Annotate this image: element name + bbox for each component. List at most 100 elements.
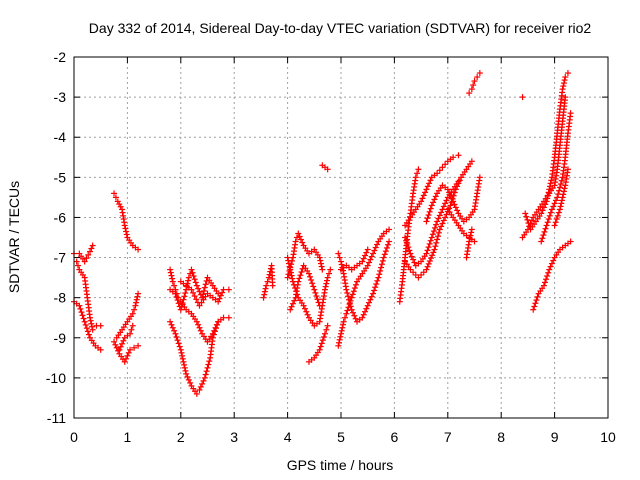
data-point — [476, 174, 483, 181]
data-point-interp — [433, 239, 440, 246]
y-tick-label: -7 — [54, 250, 67, 266]
data-point-interp — [561, 77, 568, 84]
data-point-interp — [433, 221, 440, 228]
data-point — [305, 270, 312, 277]
data-point-interp — [362, 252, 369, 259]
data-point — [423, 186, 430, 193]
data-point-interp — [560, 80, 567, 87]
data-point — [188, 266, 195, 273]
data-point — [415, 166, 422, 173]
data-point — [423, 266, 430, 273]
data-point-interp — [293, 234, 300, 241]
data-point — [562, 74, 569, 81]
data-point — [407, 266, 414, 273]
data-point — [474, 74, 481, 81]
data-point-interp — [366, 299, 373, 306]
data-point — [434, 170, 441, 177]
data-point-interp — [117, 343, 124, 350]
data-point-interp — [405, 244, 412, 251]
data-point-interp — [287, 264, 294, 271]
data-point-interp — [556, 187, 563, 194]
data-point-interp — [313, 293, 320, 300]
data-point-interp — [553, 216, 560, 223]
data-point-interp — [551, 200, 558, 207]
axis-ticks: 0 1 2 3 4 5 6 7 8 9 10 -2 -3 -4 -5 -6 -7 -8 -9 -10 -11 — [46, 49, 616, 445]
data-point-interp — [439, 220, 446, 227]
data-point — [132, 302, 139, 309]
y-tick-label: -5 — [54, 169, 67, 185]
data-point-interp — [84, 328, 91, 335]
data-point — [177, 306, 184, 313]
data-point-interp — [79, 312, 86, 319]
data-point-interp — [426, 240, 433, 247]
data-point-interp — [312, 289, 319, 296]
data-point-interp — [424, 183, 431, 190]
data-point-interp — [123, 228, 130, 235]
data-point — [338, 258, 344, 265]
data-point — [439, 164, 446, 171]
data-point-interp — [298, 268, 305, 275]
data-point-interp — [374, 277, 381, 284]
data-point-interp — [426, 180, 433, 187]
data-point — [169, 278, 176, 285]
data-point — [135, 342, 142, 349]
data-point-interp — [540, 232, 547, 239]
data-point-interp — [342, 314, 349, 321]
data-point-interp — [169, 275, 176, 282]
data-point — [193, 282, 200, 289]
data-point-interp — [85, 251, 92, 258]
data-point-interp — [372, 284, 379, 291]
data-point-interp — [545, 216, 552, 223]
data-point — [431, 246, 438, 253]
data-point — [185, 274, 192, 281]
data-point — [129, 322, 136, 329]
data-point-interp — [381, 251, 388, 258]
data-point — [73, 258, 80, 265]
data-point-interp — [261, 288, 268, 295]
data-point-interp — [350, 309, 357, 316]
data-point-interp — [408, 253, 415, 260]
data-point — [324, 274, 331, 281]
x-tick-label: 7 — [444, 429, 452, 445]
data-point-interp — [179, 355, 186, 362]
data-point-interp — [430, 228, 437, 235]
data-point-interp — [205, 361, 212, 368]
data-point-interp — [555, 191, 562, 198]
data-point-interp — [523, 213, 530, 220]
data-point-interp — [435, 215, 442, 222]
data-point — [468, 158, 475, 165]
data-point-interp — [299, 239, 306, 246]
data-point-interp — [289, 275, 296, 282]
data-point-interp — [376, 271, 383, 278]
data-point — [220, 314, 227, 321]
data-point — [442, 214, 449, 221]
data-point — [121, 358, 128, 365]
data-point-interp — [372, 244, 379, 251]
data-point-interp — [344, 307, 351, 314]
data-point-interp — [360, 311, 367, 318]
data-point-interp — [425, 244, 432, 251]
data-point-interp — [291, 297, 298, 304]
data-point-interp — [346, 296, 353, 303]
data-point-interp — [420, 269, 427, 276]
data-point-interp — [339, 324, 346, 331]
data-point-interp — [456, 177, 463, 184]
data-point — [324, 166, 331, 173]
data-point — [327, 266, 334, 273]
data-point — [225, 314, 232, 321]
data-point — [215, 298, 222, 305]
x-tick-label: 1 — [124, 429, 132, 445]
data-point-interp — [202, 281, 209, 288]
data-point-interp — [427, 205, 434, 212]
data-point — [135, 290, 142, 297]
data-point-interp — [179, 300, 186, 307]
data-point-interp — [175, 340, 182, 347]
data-point-interp — [178, 349, 185, 356]
data-point-interp — [378, 261, 385, 268]
data-point-interp — [340, 321, 347, 328]
data-point-interp — [454, 207, 461, 214]
data-point-interp — [337, 333, 344, 340]
data-point-interp — [382, 248, 389, 255]
data-point-interp — [174, 337, 181, 344]
data-point-interp — [550, 203, 557, 210]
